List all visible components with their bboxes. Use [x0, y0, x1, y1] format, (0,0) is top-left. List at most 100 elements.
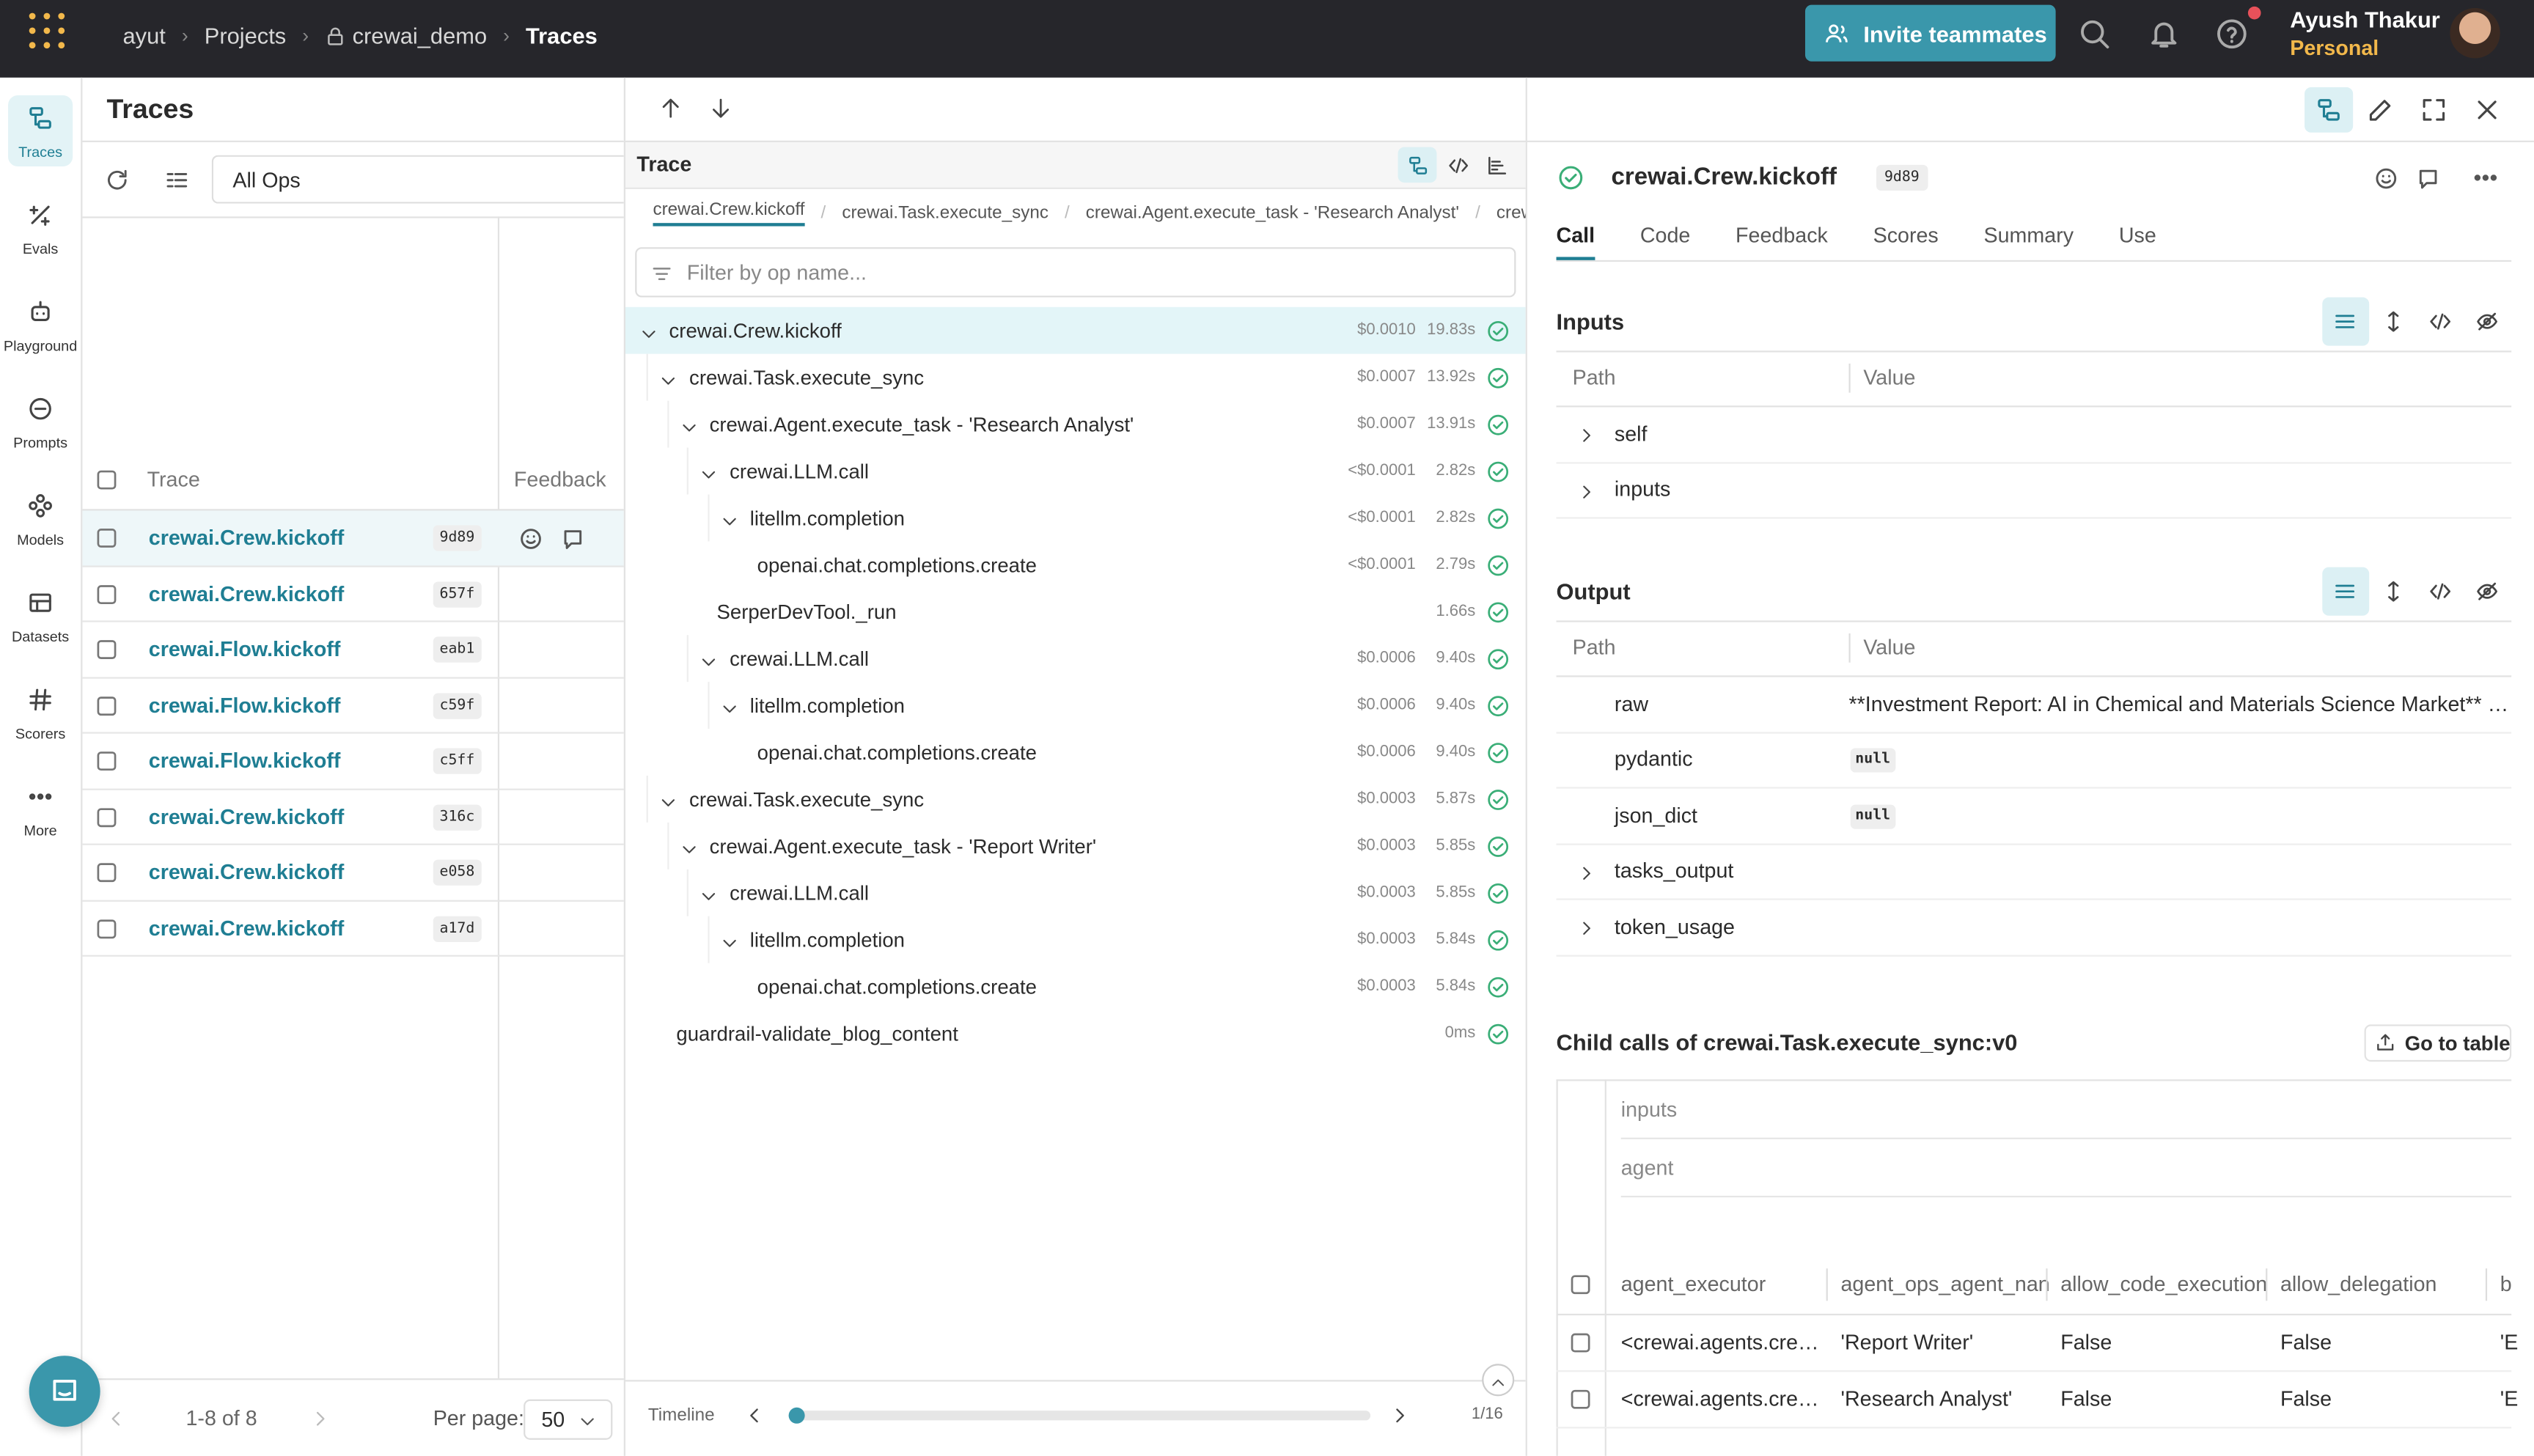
timeline-track[interactable]: [792, 1411, 1371, 1421]
breadcrumb-item[interactable]: Projects: [204, 22, 287, 49]
columns-icon[interactable]: [164, 167, 188, 191]
edit-icon[interactable]: [2368, 97, 2393, 122]
op-name-filter[interactable]: Filter by op name...: [635, 247, 1516, 298]
checkbox[interactable]: [95, 806, 118, 828]
trace-row[interactable]: [82, 678, 624, 734]
prev-page[interactable]: [106, 1409, 125, 1428]
expand-all[interactable]: [2382, 580, 2405, 603]
call-name[interactable]: crewai.LLM.call: [730, 882, 870, 905]
trace-row[interactable]: [82, 510, 624, 567]
call-name[interactable]: openai.chat.completions.create: [757, 976, 1037, 999]
expand-row[interactable]: [1576, 862, 1594, 880]
call-name[interactable]: crewai.Agent.execute_task - 'Research An…: [709, 413, 1134, 437]
collapse-toggle[interactable]: [720, 932, 738, 949]
breadcrumb-item[interactable]: crewai.Task.execute_sync: [842, 203, 1049, 224]
tab[interactable]: Use: [2118, 223, 2156, 248]
collapse-toggle[interactable]: [699, 885, 717, 902]
sidebar-label[interactable]: More: [23, 822, 57, 839]
expand-all[interactable]: [2382, 310, 2405, 333]
tab[interactable]: Summary: [1983, 223, 2074, 248]
call-name[interactable]: litellm.completion: [749, 507, 906, 530]
tree-view[interactable]: [1407, 154, 1428, 175]
call-name[interactable]: crewai.Task.execute_sync: [689, 367, 925, 390]
collapse-toggle[interactable]: [720, 697, 738, 715]
timeline-next[interactable]: [1390, 1406, 1409, 1425]
op-filter[interactable]: All Ops: [211, 155, 624, 204]
path[interactable]: inputs: [1614, 477, 1671, 501]
call-name[interactable]: crewai.Crew.kickoff: [669, 320, 842, 343]
sidebar-icon[interactable]: [27, 396, 53, 422]
sidebar-label[interactable]: Prompts: [13, 434, 68, 451]
tab[interactable]: Code: [1639, 223, 1691, 248]
expand-row[interactable]: [1576, 918, 1594, 935]
avatar[interactable]: [2450, 8, 2500, 59]
call-name[interactable]: SerperDevTool._run: [716, 600, 897, 624]
trace-name[interactable]: crewai.Flow.kickoff: [148, 636, 341, 661]
feedback-emoji[interactable]: [2373, 166, 2398, 190]
trace-row[interactable]: [82, 734, 624, 790]
call-name[interactable]: openai.chat.completions.create: [757, 554, 1037, 577]
go-to-table[interactable]: Go to table: [2364, 1024, 2512, 1062]
close-icon[interactable]: [2474, 97, 2500, 122]
call-name[interactable]: litellm.completion: [749, 929, 906, 952]
tab[interactable]: Scores: [1873, 223, 1939, 248]
invite-button[interactable]: Invite teammates: [1804, 4, 2056, 62]
path[interactable]: token_usage: [1614, 913, 1735, 938]
checkbox[interactable]: [95, 750, 118, 773]
trace-row[interactable]: [82, 845, 624, 901]
expand-row[interactable]: [1576, 481, 1594, 499]
next-call[interactable]: [710, 97, 732, 120]
sidebar-icon[interactable]: [27, 105, 53, 130]
call-name[interactable]: crewai.LLM.call: [730, 460, 870, 484]
breadcrumb-item[interactable]: crewai.Crew.kickoff: [653, 200, 805, 227]
tab[interactable]: Call: [1556, 220, 1595, 260]
collapse-toggle[interactable]: [699, 650, 717, 668]
call-name[interactable]: crewai.Agent.execute_task - 'Report Writ…: [709, 835, 1097, 858]
checkbox[interactable]: [1569, 1273, 1592, 1296]
json-view[interactable]: [2429, 580, 2452, 603]
timeline-prev[interactable]: [745, 1406, 764, 1425]
collapse-toggle[interactable]: [720, 510, 738, 527]
call-name[interactable]: guardrail-validate_blog_content: [676, 1023, 958, 1046]
breadcrumb-item[interactable]: crewai.Agent.execute_task - 'Research An…: [1085, 203, 1460, 224]
per-page-select[interactable]: 50: [524, 1399, 613, 1440]
trace-row[interactable]: [82, 901, 624, 957]
intercom-button[interactable]: [29, 1356, 100, 1427]
trace-name[interactable]: crewai.Crew.kickoff: [148, 525, 345, 550]
checkbox[interactable]: [95, 861, 118, 884]
notifications-icon[interactable]: [2148, 18, 2180, 50]
trace-name[interactable]: crewai.Flow.kickoff: [148, 748, 341, 773]
sidebar-icon[interactable]: [27, 589, 53, 615]
trace-row[interactable]: [82, 622, 624, 678]
trace-name[interactable]: crewai.Crew.kickoff: [148, 915, 345, 940]
checkbox[interactable]: [1569, 1331, 1592, 1354]
feedback-comment[interactable]: [560, 526, 584, 550]
fullscreen-icon[interactable]: [2421, 97, 2447, 122]
more-icon[interactable]: [2472, 165, 2498, 191]
trace-name[interactable]: crewai.Crew.kickoff: [148, 859, 345, 884]
sidebar-icon[interactable]: [27, 784, 53, 809]
checkbox[interactable]: [95, 527, 118, 550]
collapse-toggle[interactable]: [659, 791, 677, 809]
search-icon[interactable]: [2078, 18, 2110, 50]
sidebar-label[interactable]: Datasets: [11, 628, 70, 645]
feedback-emoji[interactable]: [518, 526, 542, 550]
sidebar-label[interactable]: Scorers: [15, 725, 66, 742]
breadcrumb-item[interactable]: crewai.LLM.call: [1496, 203, 1526, 224]
call-name[interactable]: openai.chat.completions.create: [757, 741, 1037, 765]
timeline-thumb[interactable]: [788, 1407, 805, 1424]
help-icon[interactable]: [2216, 18, 2248, 50]
checkbox[interactable]: [95, 468, 118, 491]
expand-row[interactable]: [1576, 425, 1594, 443]
collapse-toggle[interactable]: [699, 463, 717, 480]
checkbox[interactable]: [1569, 1388, 1592, 1411]
checkbox[interactable]: [95, 583, 118, 606]
hide-view[interactable]: [2476, 580, 2499, 603]
checkbox[interactable]: [95, 639, 118, 661]
collapse-toggle[interactable]: [639, 323, 657, 340]
breadcrumb-item[interactable]: ayut: [122, 22, 166, 49]
call-name[interactable]: crewai.LLM.call: [730, 647, 870, 671]
next-page[interactable]: [310, 1409, 329, 1428]
collapse-toggle[interactable]: [659, 369, 677, 387]
call-name[interactable]: crewai.Task.execute_sync: [689, 788, 925, 812]
